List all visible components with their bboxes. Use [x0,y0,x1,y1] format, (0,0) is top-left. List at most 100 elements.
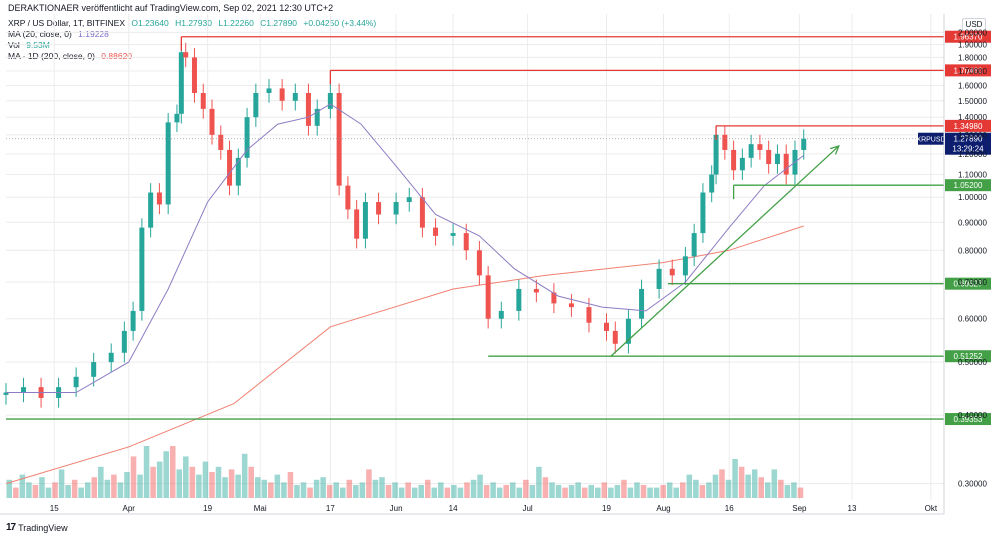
volume-bar [464,482,470,498]
legend-ma20-row[interactable]: MA (20, close, 0) 1.19228 [8,29,380,40]
last-price-label: 1.27890 [954,135,983,144]
volume-bar [183,456,189,498]
x-tick-label: Sep [792,504,807,513]
candle [336,83,342,196]
volume-bar [438,482,444,498]
candle-body [551,292,557,304]
volume-bar [274,474,281,498]
symbol-tag-label: XRPUSD [916,137,945,144]
volume-bar [124,472,130,498]
candle [235,148,241,196]
candle-body [327,92,333,109]
tradingview-logo[interactable]: 17 TradingView [6,522,68,533]
volume-bar [451,485,457,498]
y-tick-label: 1.10000 [958,171,987,180]
volume-bar [111,474,117,498]
candle [362,192,368,249]
volume-bar [765,482,771,498]
volume-bar [431,487,438,498]
tradingview-icon: 17 [6,522,16,533]
candle [148,183,154,238]
x-tick-label: 16 [725,504,734,513]
candle-body [669,268,675,276]
candle-body [433,227,439,236]
candle [722,125,728,160]
candle [227,140,233,196]
candle [121,321,127,363]
x-tick-label: Mai [254,504,267,513]
volume-bar [686,474,693,498]
volume-bar [6,479,13,498]
volume-bar [294,485,300,498]
candle-body [183,52,189,58]
legend-high: H1.27930 [175,18,212,28]
y-tick-label: 0.40000 [958,411,987,420]
volume-bar [215,466,222,498]
level-tag-bg [945,413,991,426]
candle [639,279,645,329]
candle [345,176,351,220]
volume-bar [588,485,594,498]
level-tag-bg [945,30,991,43]
candle-body [485,275,491,319]
volume-bar [39,477,45,498]
volume-bar [581,487,588,498]
candle-body [121,330,127,353]
level-tag-label: 0.69527 [954,280,983,289]
candle [191,48,197,103]
volume-bar [653,487,660,498]
volume-bar [65,485,71,498]
volume-bar [555,485,562,498]
candle [3,383,9,405]
candle-body [639,288,645,319]
candle-body [682,256,688,276]
candle [485,266,491,329]
volume-bar [176,469,183,498]
volume-bar [725,479,732,498]
volume-bar [751,469,758,498]
volume-bar [326,485,333,498]
candle [691,223,697,267]
x-tick-label: Okt [925,504,938,513]
volume-bar [732,459,738,498]
tradingview-brand: TradingView [18,522,68,533]
candle [801,129,807,160]
candle [183,42,189,68]
candle-body [253,92,259,118]
volume-bar [156,461,163,498]
ma20-layer [6,103,805,393]
volume-bar [680,482,686,498]
volume-bar [398,487,405,498]
volume-bar [209,472,215,498]
volume-bar [196,474,202,498]
candle-body [130,310,136,331]
level-tag-bg [945,350,991,363]
volume-bar [771,469,778,498]
candle-body [612,330,618,344]
y-tick-label: 1.20000 [958,150,987,159]
x-tick-label: 19 [203,504,212,513]
volume-bar [411,487,418,498]
volume-bar [84,482,91,498]
volume-bar [575,482,581,498]
volume-bar [666,482,673,498]
candle-body [450,233,456,236]
level-tag-label: 0.51252 [954,352,983,361]
currency-selector[interactable]: USD [962,18,986,32]
candle-body [463,233,469,251]
volume-bar [143,446,150,498]
candle-body [476,250,482,276]
volume-bar [150,466,156,498]
candle-body [218,134,224,150]
level-tag-label: 1.34980 [954,122,983,131]
volume-bar [52,482,58,498]
candle-body [656,268,662,289]
candle [498,301,504,329]
legend-symbol-row[interactable]: XRP / US Dollar, 1T, BITFINEX O1.23640 H… [8,18,380,29]
candle [393,192,399,225]
volume-bar [529,485,536,498]
candle [551,283,557,314]
legend-ma200-row[interactable]: MA · 1D (200, close, 0) 0.88620 [8,51,380,62]
candle [766,140,772,174]
